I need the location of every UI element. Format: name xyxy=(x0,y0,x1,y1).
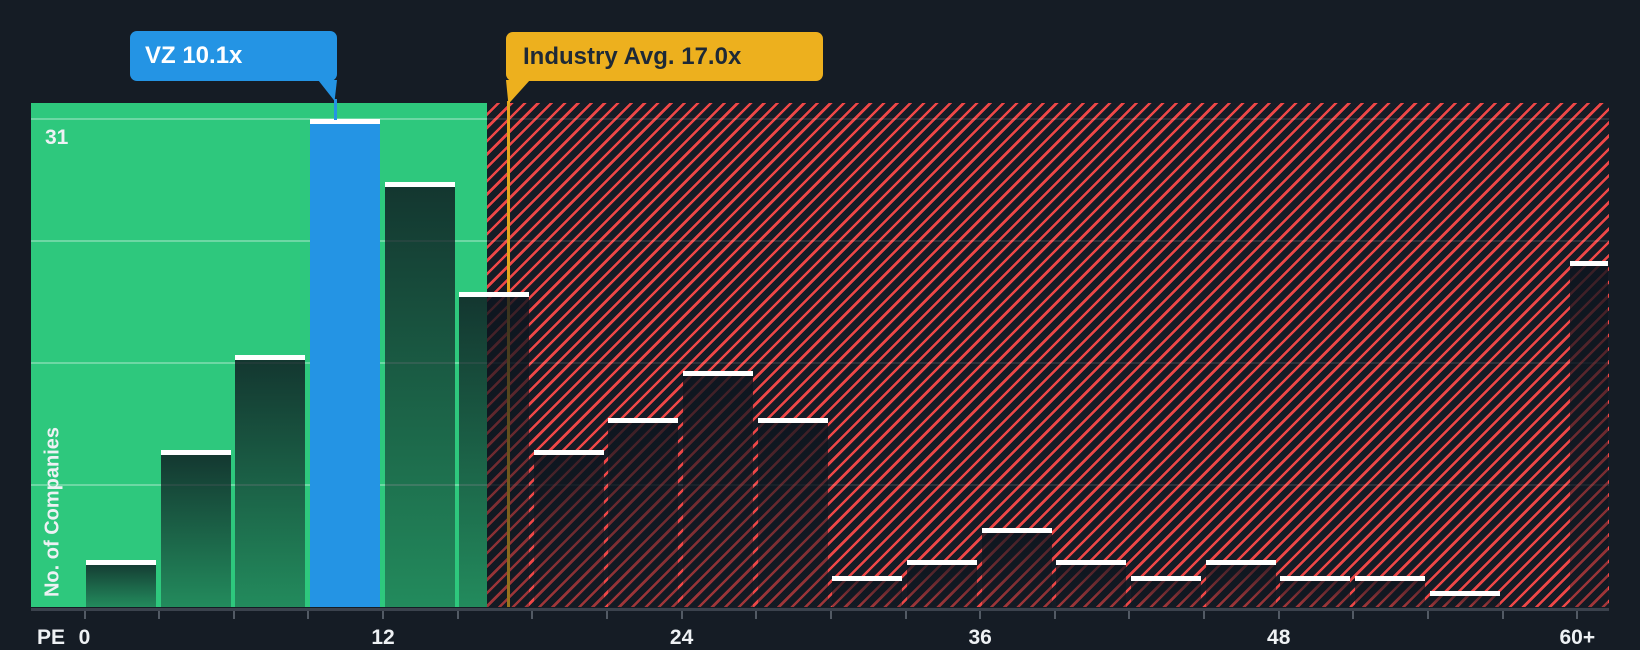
x-axis-tick xyxy=(1427,611,1430,619)
bar-top-cap xyxy=(309,119,380,124)
bar-pe-15-18[interactable] xyxy=(459,292,530,607)
gridline xyxy=(31,118,487,120)
bar-top-cap xyxy=(235,355,306,361)
x-axis-tick xyxy=(829,611,832,619)
x-axis-tick xyxy=(232,611,235,619)
x-axis-line xyxy=(31,608,1609,611)
bar-pe-12-15[interactable] xyxy=(384,181,455,607)
bar-pe-54-57[interactable] xyxy=(1429,591,1500,607)
bar-top-cap xyxy=(1354,575,1425,581)
industry-average-pointer xyxy=(506,80,530,104)
x-axis-tick xyxy=(605,611,608,619)
x-axis-tick xyxy=(1203,611,1206,619)
gridline xyxy=(486,484,1609,486)
x-axis-tick xyxy=(456,611,459,619)
bar-pe-24-27[interactable] xyxy=(683,370,754,607)
bar-top-cap xyxy=(608,418,679,424)
bar-top-cap xyxy=(459,292,530,298)
x-axis-tick xyxy=(904,611,907,619)
x-axis-tick xyxy=(158,611,161,619)
gridline xyxy=(486,362,1609,364)
bar-pe-3-6[interactable] xyxy=(160,449,231,607)
bar-top-cap xyxy=(981,528,1052,534)
gridline xyxy=(486,240,1609,242)
bar-pe-45-48[interactable] xyxy=(1205,559,1276,607)
company-marker-pointer xyxy=(318,80,337,101)
bar-pe-9-12[interactable] xyxy=(309,119,380,607)
x-axis-tick xyxy=(1576,611,1579,619)
bar-top-cap xyxy=(907,559,978,565)
bar-pe-60+[interactable] xyxy=(1570,260,1609,607)
bar-pe-36-39[interactable] xyxy=(981,528,1052,607)
x-axis-tick xyxy=(979,611,982,619)
bar-top-cap xyxy=(1130,575,1201,581)
bar-pe-33-36[interactable] xyxy=(907,559,978,607)
bar-top-cap xyxy=(533,449,604,455)
company-marker-line xyxy=(334,99,337,120)
bar-top-cap xyxy=(1570,260,1609,266)
gridline xyxy=(486,118,1609,120)
bar-top-cap xyxy=(832,575,903,581)
x-axis-tick xyxy=(1501,611,1504,619)
industry-average-label: Industry Avg. 17.0x xyxy=(523,42,742,70)
x-axis-tick xyxy=(1352,611,1355,619)
x-axis-tick xyxy=(1128,611,1131,619)
bar-pe-21-24[interactable] xyxy=(608,418,679,607)
bar-top-cap xyxy=(683,370,754,376)
company-marker-tooltip[interactable]: VZ 10.1x xyxy=(130,31,337,81)
company-marker-label: VZ 10.1x xyxy=(145,42,243,69)
bar-pe-48-51[interactable] xyxy=(1280,575,1351,607)
x-axis-tick xyxy=(531,611,534,619)
bar-pe-42-45[interactable] xyxy=(1130,575,1201,607)
bar-top-cap xyxy=(1429,591,1500,597)
bar-pe-27-30[interactable] xyxy=(757,418,828,607)
x-axis-label-0: 0 xyxy=(78,626,91,649)
bar-top-cap xyxy=(1056,559,1127,565)
bar-pe-39-42[interactable] xyxy=(1056,559,1127,607)
x-axis-tick xyxy=(1053,611,1056,619)
x-axis-label-48: 48 xyxy=(1267,626,1291,649)
y-axis-title: No. of Companies xyxy=(41,426,64,598)
x-axis-label-36: 36 xyxy=(968,626,992,649)
x-axis-title: PE xyxy=(37,626,66,649)
bar-pe-30-33[interactable] xyxy=(832,575,903,607)
bar-pe-51-54[interactable] xyxy=(1354,575,1425,607)
x-axis-tick xyxy=(382,611,385,619)
bar-top-cap xyxy=(86,559,156,565)
industry-average-tooltip[interactable]: Industry Avg. 17.0x xyxy=(506,32,823,81)
x-axis-tick xyxy=(307,611,310,619)
bar-pe-18-21[interactable] xyxy=(533,449,604,607)
x-axis-tick xyxy=(680,611,683,619)
bar-top-cap xyxy=(757,418,828,424)
bar-pe-6-9[interactable] xyxy=(235,355,306,607)
bar-top-cap xyxy=(1205,559,1276,565)
x-axis-tick xyxy=(755,611,758,619)
x-axis-label-12: 12 xyxy=(371,626,395,649)
x-axis-label-24: 24 xyxy=(669,626,694,649)
bar-top-cap xyxy=(160,449,231,455)
x-axis-tick xyxy=(1277,611,1280,619)
bar-top-cap xyxy=(1280,575,1351,581)
x-axis-label-60+: 60+ xyxy=(1559,626,1596,649)
y-axis-max-value: 31 xyxy=(45,126,69,149)
bar-top-cap xyxy=(384,181,455,187)
bar-pe-0-3[interactable] xyxy=(86,559,156,607)
x-axis-tick xyxy=(83,611,86,619)
above-industry-average-hatched-region xyxy=(486,103,1609,607)
gridline xyxy=(31,240,487,242)
